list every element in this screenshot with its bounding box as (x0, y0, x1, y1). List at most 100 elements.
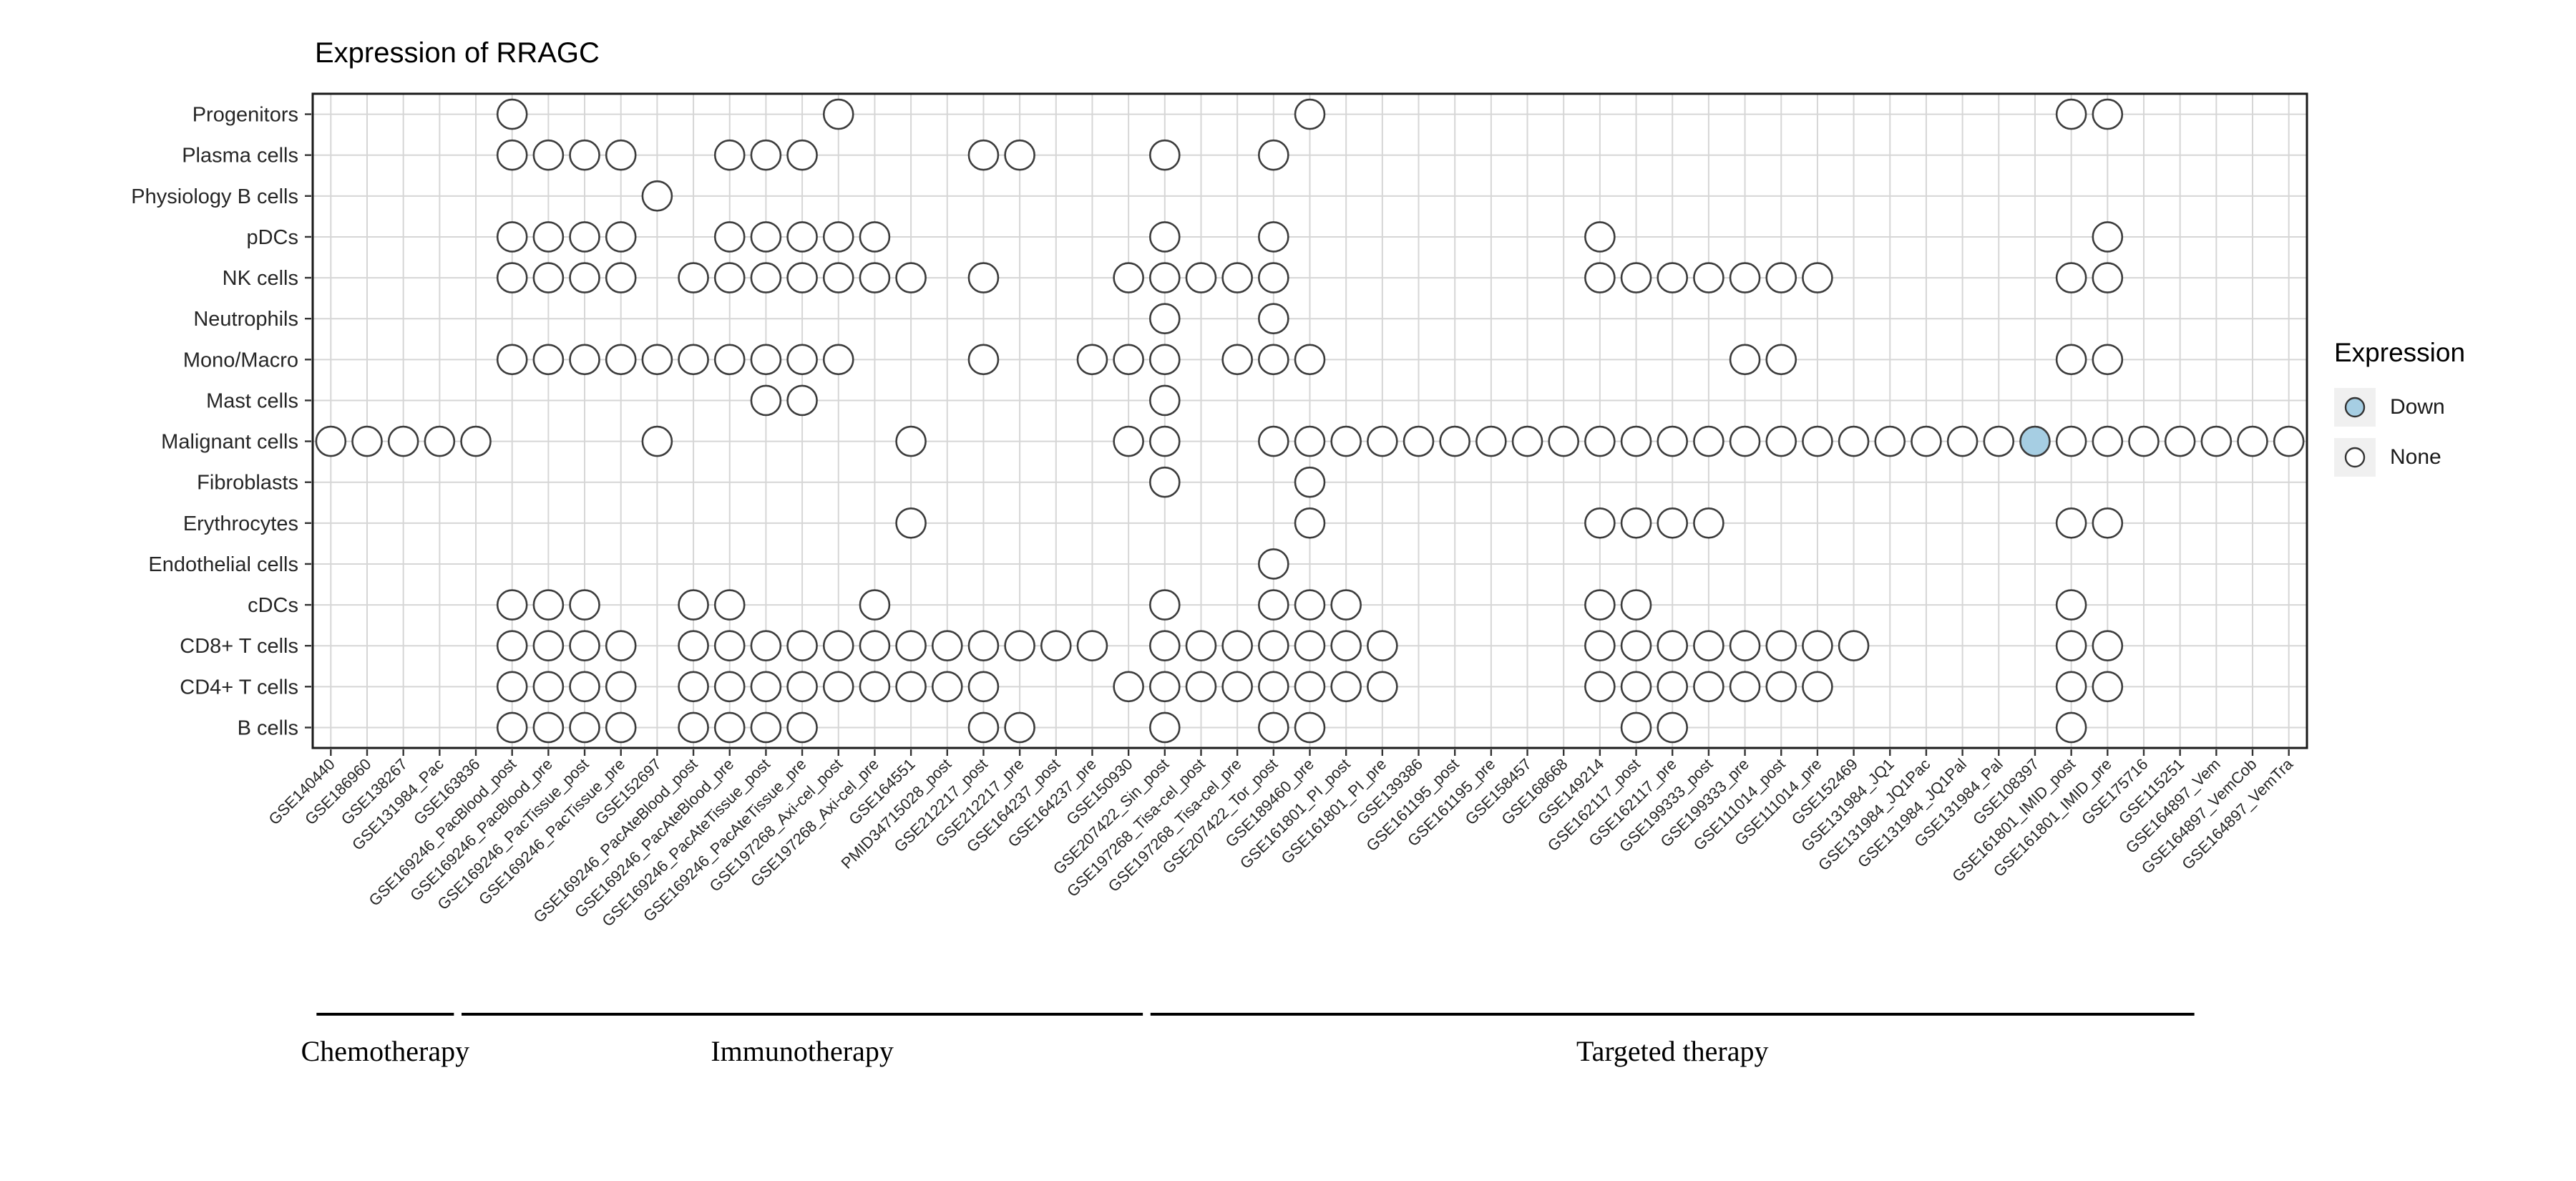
expression-dot (2092, 671, 2124, 703)
x-axis-labels: GSE140440GSE186960GSE138267GSE131984_Pac… (265, 754, 2296, 930)
expression-dot (1004, 630, 1035, 661)
expression-dot (750, 671, 782, 703)
expression-dot (822, 221, 854, 253)
expression-dot (1657, 507, 1689, 539)
expression-dot (678, 262, 709, 293)
y-axis-label: Physiology B cells (131, 185, 298, 208)
expression-dot (605, 262, 637, 293)
expression-dot (1185, 262, 1217, 293)
expression-dot (1729, 344, 1761, 376)
expression-dot (1149, 425, 1181, 457)
expression-dot (387, 425, 419, 457)
expression-dot (1548, 425, 1580, 457)
expression-dot (1765, 262, 1797, 293)
expression-dot (569, 262, 600, 293)
expression-dot (641, 425, 673, 457)
expression-dot (1983, 425, 2015, 457)
expression-dot (1620, 671, 1652, 703)
expression-dot (786, 262, 818, 293)
expression-dot (750, 630, 782, 661)
expression-dot (1294, 466, 1326, 498)
expression-dot (786, 630, 818, 661)
expression-dot (678, 630, 709, 661)
expression-dot (1004, 711, 1035, 744)
expression-dot (1258, 548, 1289, 580)
expression-dot (1221, 344, 1253, 376)
expression-dot (532, 711, 565, 744)
expression-dot (1693, 630, 1724, 661)
expression-dot (1367, 671, 1398, 703)
expression-dot (750, 221, 782, 253)
expression-dot (1294, 98, 1326, 130)
expression-dot (822, 344, 854, 376)
expression-dot (1657, 425, 1689, 457)
expression-dot (424, 425, 456, 457)
expression-dot (1149, 139, 1181, 171)
expression-dot (1367, 630, 1398, 661)
expression-dot (1221, 262, 1253, 293)
expression-dot (750, 344, 782, 376)
expression-dot (1221, 671, 1253, 703)
expression-dot (713, 630, 746, 661)
expression-dot (678, 344, 709, 376)
y-axis-label: CD4+ T cells (180, 676, 298, 699)
expression-dot (351, 425, 383, 457)
expression-dot (2092, 262, 2124, 293)
expression-dot (1149, 303, 1181, 334)
y-axis-label: Malignant cells (161, 431, 298, 454)
expression-dot (1657, 262, 1689, 293)
expression-dot (460, 425, 492, 457)
expression-dot (605, 630, 637, 661)
expression-dot (1729, 425, 1761, 457)
expression-dot (2055, 589, 2087, 621)
expression-dot (1149, 344, 1181, 376)
expression-dot (1693, 262, 1724, 293)
expression-dot (1657, 711, 1689, 744)
expression-dot (496, 589, 528, 621)
axis-ticks (305, 113, 2290, 756)
expression-dot (1838, 425, 1870, 457)
expression-dot (678, 671, 709, 703)
expression-dot (1040, 630, 1072, 661)
expression-dot (1439, 425, 1470, 457)
expression-dot (2055, 711, 2087, 744)
expression-dot (1874, 425, 1906, 457)
expression-dot (1149, 262, 1181, 293)
y-axis-labels: Progenitors Plasma cells Physiology B cell… (131, 104, 298, 740)
expression-dot (1802, 262, 1833, 293)
expression-dot (967, 139, 1000, 171)
group-label: Immunotherapy (711, 1035, 894, 1067)
expression-dot (678, 589, 709, 621)
expression-dot (2092, 221, 2124, 253)
expression-dot (1657, 671, 1689, 703)
expression-dot (532, 671, 565, 703)
expression-dot (1620, 507, 1652, 539)
expression-dot (750, 262, 782, 293)
expression-dot (569, 630, 600, 661)
expression-dot (1149, 384, 1181, 417)
y-axis-label: NK cells (223, 267, 298, 290)
expression-dot (2092, 507, 2124, 539)
expression-dot (895, 262, 927, 293)
expression-dot (1584, 507, 1616, 539)
expression-dot (1076, 344, 1108, 376)
expression-dot (786, 711, 818, 744)
expression-dot (822, 630, 854, 661)
expression-dot (1185, 630, 1217, 661)
expression-dot (532, 344, 565, 376)
expression-dot (1258, 262, 1289, 293)
y-axis-label: cDCs (248, 594, 298, 617)
expression-dot (2092, 98, 2124, 130)
expression-dot (1258, 425, 1289, 457)
expression-dot (1802, 671, 1833, 703)
expression-dot (569, 139, 600, 171)
expression-dot (569, 711, 600, 744)
expression-dot (496, 671, 528, 703)
expression-dot (1258, 630, 1289, 661)
expression-dot (1693, 671, 1724, 703)
expression-dot (1258, 589, 1289, 621)
expression-dot (641, 344, 673, 376)
expression-dot (605, 711, 637, 744)
legend-item-down: Down (2334, 388, 2465, 427)
expression-dot (1258, 221, 1289, 253)
